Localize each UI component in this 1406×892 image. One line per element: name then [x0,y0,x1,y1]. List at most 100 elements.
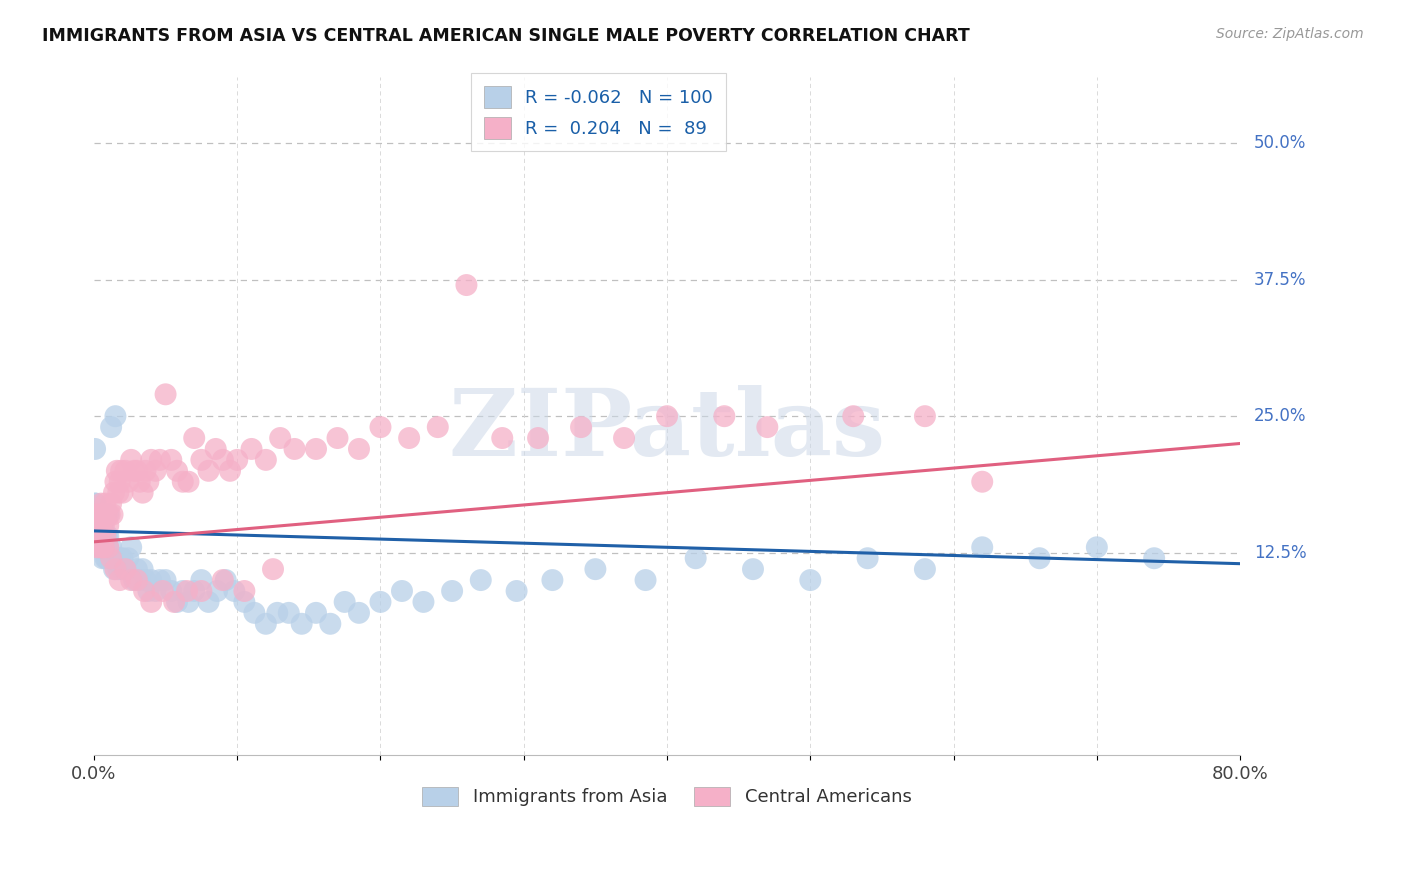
Point [101,551,124,566]
Point [114,562,136,576]
Point [613,431,636,445]
Point [212,453,235,467]
Point [86,529,108,543]
Point [370,420,392,434]
Point [183,431,205,445]
Text: 37.5%: 37.5% [1254,270,1306,289]
Point [176,584,198,599]
Point [86,529,108,543]
Point [240,442,263,456]
Point [103,485,125,500]
Point [145,584,167,599]
Point [89,541,111,555]
Point [107,562,129,576]
Point [470,573,492,587]
Point [226,453,249,467]
Point [108,475,131,489]
Point [799,573,821,587]
Point [96,541,118,555]
Point [111,485,134,500]
Point [86,508,108,522]
Point [233,584,256,599]
Point [97,541,120,555]
Point [96,529,118,543]
Point [254,453,277,467]
Text: 25.0%: 25.0% [1254,407,1306,425]
Point [456,278,478,293]
Point [655,409,678,424]
Point [122,464,145,478]
Point [114,562,136,576]
Point [87,529,110,543]
Point [128,573,150,587]
Point [155,573,177,587]
Point [197,464,219,478]
Point [262,562,284,576]
Point [212,573,235,587]
Point [84,497,107,511]
Point [914,409,936,424]
Point [972,475,994,489]
Point [141,453,163,467]
Point [224,584,246,599]
Text: IMMIGRANTS FROM ASIA VS CENTRAL AMERICAN SINGLE MALE POVERTY CORRELATION CHART: IMMIGRANTS FROM ASIA VS CENTRAL AMERICAN… [42,27,970,45]
Point [105,464,128,478]
Point [685,551,707,566]
Point [104,475,127,489]
Point [87,529,110,543]
Point [634,573,657,587]
Point [347,606,370,620]
Point [205,584,228,599]
Point [111,551,134,566]
Point [370,595,392,609]
Point [108,551,131,566]
Point [163,595,186,609]
Point [91,508,114,522]
Point [914,562,936,576]
Point [160,453,183,467]
Point [160,584,183,599]
Point [107,485,129,500]
Point [90,541,112,555]
Point [91,551,114,566]
Point [190,453,212,467]
Point [117,475,139,489]
Point [742,562,765,576]
Point [1085,541,1108,555]
Point [93,529,115,543]
Point [713,409,735,424]
Point [283,442,305,456]
Point [104,562,127,576]
Point [93,518,115,533]
Point [347,442,370,456]
Point [90,529,112,543]
Point [842,409,865,424]
Point [86,518,108,533]
Point [1143,551,1166,566]
Point [177,475,200,489]
Point [491,431,513,445]
Point [98,508,121,522]
Point [134,573,156,587]
Point [84,529,107,543]
Point [90,529,112,543]
Point [91,518,114,533]
Point [86,541,108,555]
Point [391,584,413,599]
Point [254,616,277,631]
Point [149,573,172,587]
Point [134,464,156,478]
Point [128,475,150,489]
Point [166,464,188,478]
Point [125,464,148,478]
Point [87,518,110,533]
Point [122,573,145,587]
Point [125,573,148,587]
Point [87,508,110,522]
Point [89,541,111,555]
Point [141,595,163,609]
Point [97,508,120,522]
Point [326,431,349,445]
Point [172,475,194,489]
Point [84,518,107,533]
